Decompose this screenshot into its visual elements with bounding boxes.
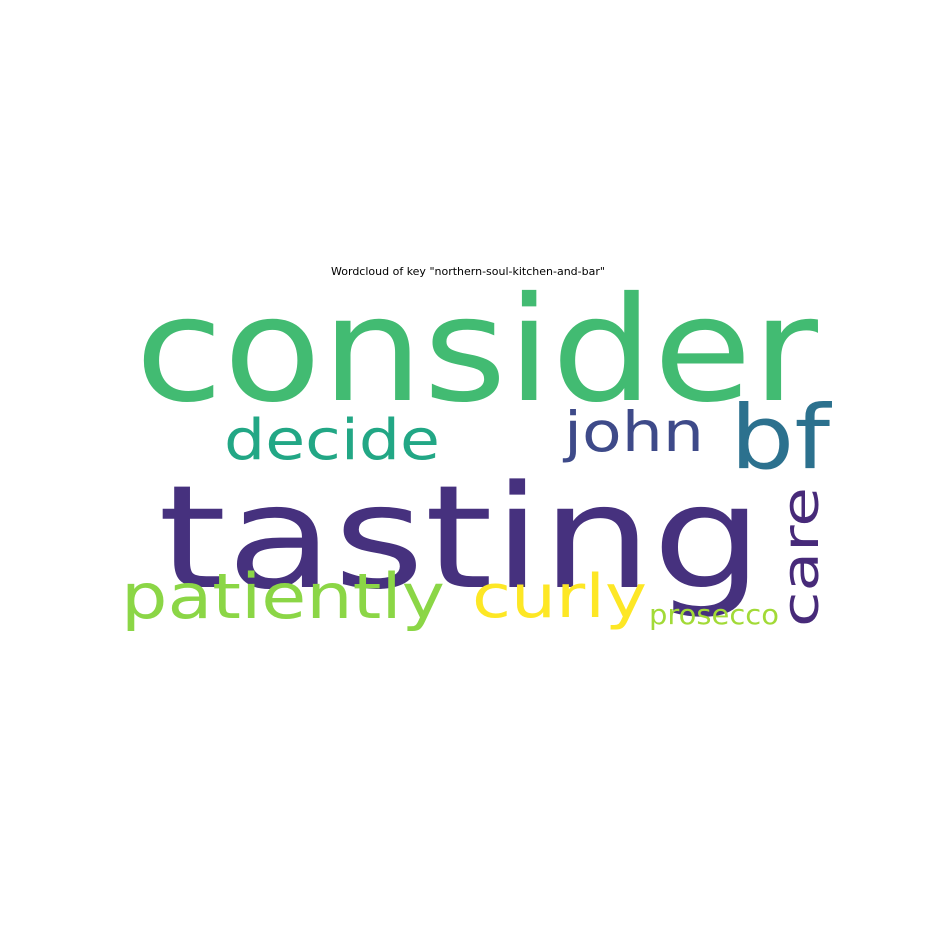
word-consider: consider <box>135 266 818 435</box>
word-curly: curly <box>472 562 647 632</box>
chart-title: Wordcloud of key "northern-soul-kitchen-… <box>331 265 605 278</box>
word-prosecco: prosecco <box>649 598 779 631</box>
word-john: john <box>563 400 704 464</box>
word-bf: bf <box>730 386 832 489</box>
word-decide: decide <box>224 408 440 473</box>
word-care: care <box>772 487 830 627</box>
word-patiently: patiently <box>121 560 445 633</box>
word-tasting: tasting <box>158 454 763 621</box>
